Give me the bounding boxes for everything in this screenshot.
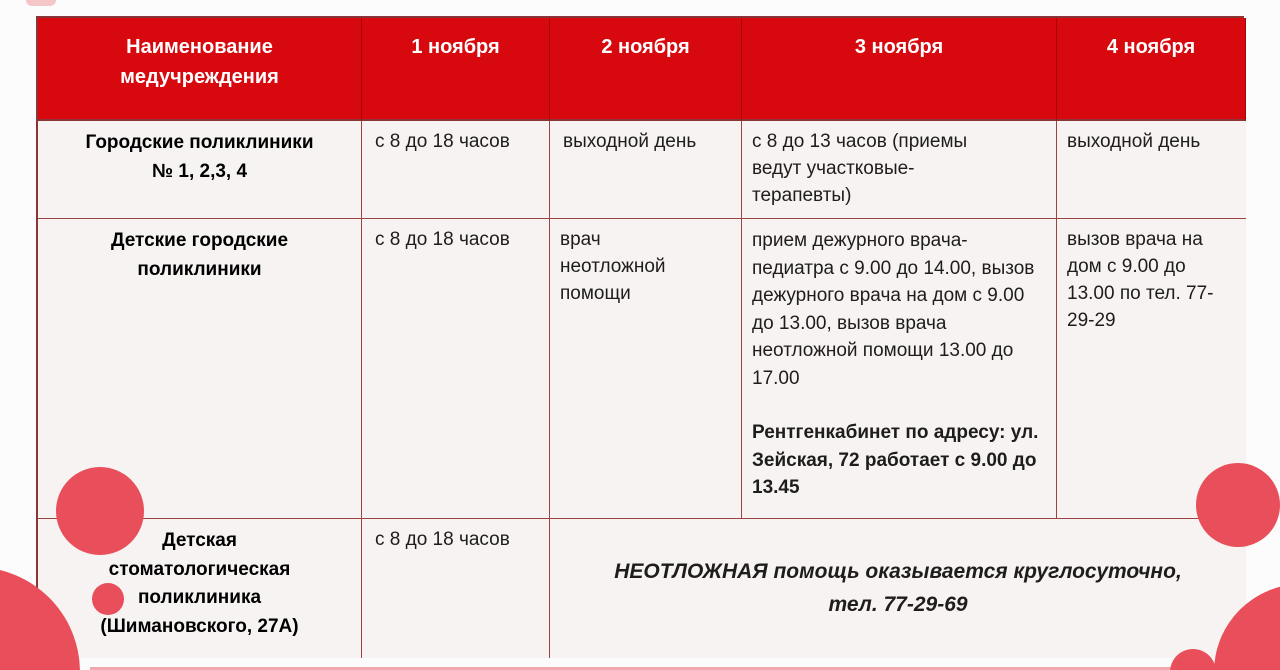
- row1-nov3-text: с 8 до 13 часов (приемы ведут участковые…: [752, 131, 968, 206]
- row3-institution-cell: Детская стоматологическая поликлиника (Ш…: [38, 519, 362, 658]
- row1-name-line1: Городские поликлиники: [85, 132, 314, 153]
- row3-name-line3: поликлиника: [137, 587, 262, 608]
- row2-nov3-main-text: прием дежурного врача-педиатра с 9.00 до…: [752, 230, 1035, 389]
- row3-name-line1: Детская: [162, 530, 237, 551]
- bottom-edge-strip: [90, 667, 1280, 670]
- row2-nov3-xray-note: Рентгенкабинет по адресу: ул. Зейская, 7…: [752, 422, 1039, 499]
- header-cell-nov3: 3 ноября: [742, 18, 1057, 121]
- row2-name-line2: поликлиники: [137, 258, 262, 280]
- row2-nov2-text: врач неотложной помощи: [560, 229, 666, 304]
- schedule-table: Наименование медучреждения 1 ноября 2 но…: [36, 16, 1246, 658]
- header-cell-nov2: 2 ноября: [550, 18, 742, 121]
- header-institution-line1: Наименование: [126, 36, 273, 58]
- header-cell-nov4: 4 ноября: [1057, 18, 1246, 121]
- row1-nov4-cell: выходной день: [1057, 121, 1246, 219]
- row3-name-line2: стоматологическая: [108, 558, 291, 580]
- row3-name-line4: (Шимановского, 27А): [100, 615, 299, 637]
- decorative-circle-right-small: [1170, 649, 1216, 670]
- header-institution-line2: медучреждения: [120, 66, 279, 88]
- row3-emergency-merged-cell: НЕОТЛОЖНАЯ помощь оказывается круглосуто…: [550, 519, 1246, 658]
- header-cell-institution: Наименование медучреждения: [38, 18, 362, 121]
- emergency-note-line2: тел. 77-29-69: [828, 592, 968, 616]
- row2-nov2-cell: врач неотложной помощи: [550, 219, 742, 519]
- decorative-circle-right-mid: [1196, 463, 1280, 547]
- row2-nov3-cell: прием дежурного врача-педиатра с 9.00 до…: [742, 219, 1057, 519]
- row2-nov4-text: вызов врача на дом с 9.00 до 13.00 по те…: [1067, 229, 1214, 331]
- row2-nov1-cell: с 8 до 18 часов: [362, 219, 550, 519]
- decorative-circle-left-mid: [56, 467, 144, 555]
- header-cell-nov1: 1 ноября: [362, 18, 550, 121]
- row1-nov1-cell: с 8 до 18 часов: [362, 121, 550, 219]
- row1-name-line2: № 1, 2,3, 4: [151, 160, 248, 182]
- decorative-circle-left-small: [92, 583, 124, 615]
- row1-nov2-cell: выходной день: [550, 121, 742, 219]
- row3-nov1-cell: с 8 до 18 часов: [362, 519, 550, 658]
- row1-nov3-cell: с 8 до 13 часов (приемы ведут участковые…: [742, 121, 1057, 219]
- emergency-note-line1: НЕОТЛОЖНАЯ помощь оказывается круглосуто…: [614, 559, 1182, 583]
- top-edge-smudge: [26, 0, 56, 6]
- row2-name-line1: Детские городские: [110, 230, 289, 251]
- row1-institution-cell: Городские поликлиники № 1, 2,3, 4: [38, 121, 362, 219]
